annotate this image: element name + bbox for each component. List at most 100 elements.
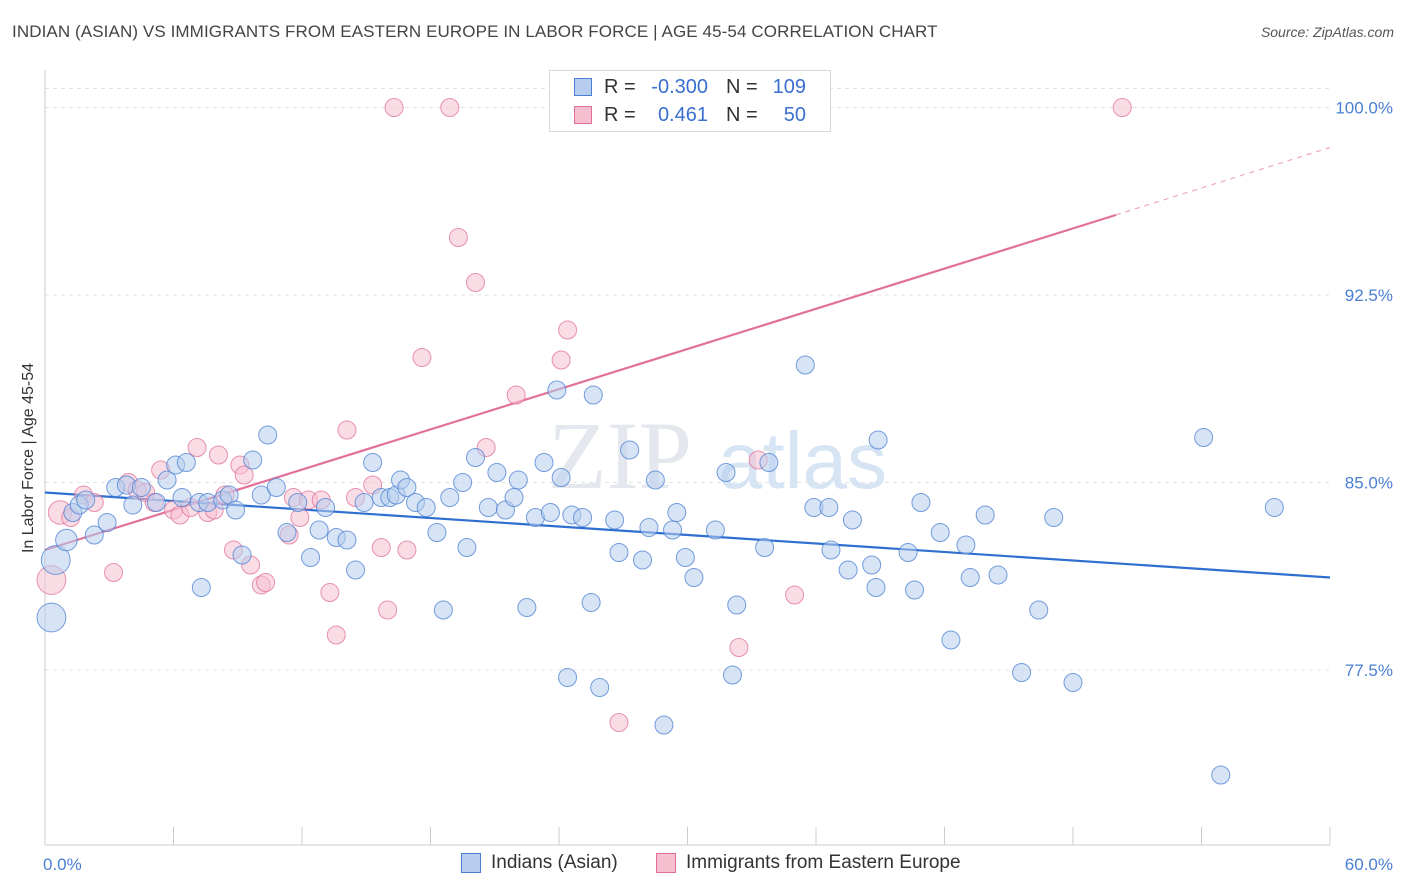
point-indians: [942, 631, 960, 649]
point-immigrants: [610, 714, 628, 732]
point-indians: [574, 509, 592, 527]
point-immigrants: [105, 564, 123, 582]
point-immigrants: [209, 446, 227, 464]
point-indians: [267, 479, 285, 497]
point-indians: [1064, 674, 1082, 692]
point-indians: [931, 524, 949, 542]
point-indians: [124, 496, 142, 514]
point-indians: [839, 561, 857, 579]
point-indians: [77, 491, 95, 509]
point-indians: [355, 494, 373, 512]
point-immigrants: [786, 586, 804, 604]
point-immigrants: [449, 229, 467, 247]
point-indians: [259, 426, 277, 444]
point-indians: [646, 471, 664, 489]
point-immigrants: [441, 99, 459, 117]
legend-row-indians: R = -0.300 N = 109: [550, 73, 806, 101]
point-indians: [912, 494, 930, 512]
point-indians: [227, 501, 245, 519]
point-indians: [634, 551, 652, 569]
legend-r-label: R =: [604, 76, 642, 99]
point-immigrants: [188, 439, 206, 457]
legend-n-label: N =: [726, 76, 766, 99]
point-immigrants: [385, 99, 403, 117]
point-indians: [961, 569, 979, 587]
point-indians: [559, 669, 577, 687]
point-indians: [796, 356, 814, 374]
point-indians: [505, 489, 523, 507]
point-indians: [518, 599, 536, 617]
point-indians: [1030, 601, 1048, 619]
point-indians: [479, 499, 497, 517]
point-indians: [541, 504, 559, 522]
point-indians: [899, 544, 917, 562]
legend-swatch-blue: [574, 78, 592, 96]
point-indians: [552, 469, 570, 487]
correlation-legend: R = -0.300 N = 109 R = 0.461 N = 50: [549, 70, 831, 132]
point-indians: [147, 494, 165, 512]
point-indians: [668, 504, 686, 522]
point-indians: [820, 499, 838, 517]
point-indians: [685, 569, 703, 587]
point-immigrants: [257, 574, 275, 592]
point-indians: [441, 489, 459, 507]
point-indians: [976, 506, 994, 524]
point-indians: [289, 494, 307, 512]
point-immigrants: [372, 539, 390, 557]
point-indians: [173, 489, 191, 507]
point-indians: [310, 521, 328, 539]
legend-swatch-pink: [656, 853, 676, 873]
point-indians: [717, 464, 735, 482]
point-indians: [621, 441, 639, 459]
point-indians: [417, 499, 435, 517]
point-immigrants: [398, 541, 416, 559]
point-indians: [867, 579, 885, 597]
watermark: ZIP atlas: [548, 402, 887, 509]
point-indians: [706, 521, 724, 539]
point-indians: [244, 451, 262, 469]
point-indians: [454, 474, 472, 492]
trend-line-immigrants-extension: [1116, 148, 1330, 216]
legend-item-immigrants[interactable]: Immigrants from Eastern Europe: [656, 852, 961, 874]
point-indians: [317, 499, 335, 517]
point-indians: [664, 521, 682, 539]
point-immigrants: [321, 584, 339, 602]
point-indians: [132, 479, 150, 497]
point-indians: [728, 596, 746, 614]
legend-r-label: R =: [604, 104, 642, 127]
point-indians: [869, 431, 887, 449]
legend-label-immigrants: Immigrants from Eastern Europe: [686, 852, 961, 874]
point-immigrants: [507, 386, 525, 404]
point-indians: [434, 601, 452, 619]
point-indians: [192, 579, 210, 597]
watermark-zip: ZIP: [548, 402, 692, 509]
point-indians: [488, 464, 506, 482]
point-indians: [584, 386, 602, 404]
point-indians: [1265, 499, 1283, 517]
point-indians: [37, 603, 66, 632]
point-indians: [610, 544, 628, 562]
point-indians: [756, 539, 774, 557]
point-immigrants: [338, 421, 356, 439]
point-indians: [56, 529, 78, 551]
y-tick-label: 85.0%: [1345, 474, 1393, 493]
point-indians: [606, 511, 624, 529]
point-immigrants: [552, 351, 570, 369]
point-immigrants: [1113, 99, 1131, 117]
point-indians: [509, 471, 527, 489]
point-indians: [364, 454, 382, 472]
point-indians: [428, 524, 446, 542]
watermark-atlas: atlas: [718, 416, 887, 505]
point-indians: [535, 454, 553, 472]
legend-item-indians[interactable]: Indians (Asian): [461, 852, 618, 874]
point-indians: [1195, 429, 1213, 447]
y-tick-label: 100.0%: [1335, 99, 1393, 118]
point-immigrants: [413, 349, 431, 367]
point-indians: [843, 511, 861, 529]
point-indians: [466, 449, 484, 467]
point-indians: [863, 556, 881, 574]
legend-swatch-pink: [574, 106, 592, 124]
point-indians: [458, 539, 476, 557]
legend-n-value: 109: [766, 76, 806, 99]
point-indians: [655, 716, 673, 734]
